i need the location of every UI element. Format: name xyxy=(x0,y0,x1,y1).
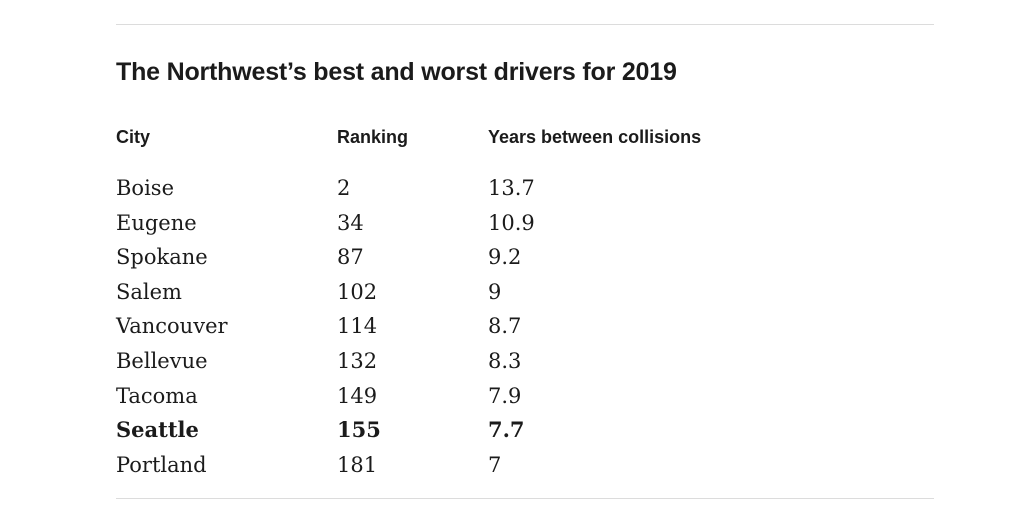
cell-city: Eugene xyxy=(116,210,197,235)
cell-years: 8.7 xyxy=(488,314,522,339)
cell-city: Portland xyxy=(116,452,207,477)
table-row: Spokane 87 9.2 xyxy=(116,240,788,275)
cell-ranking: 87 xyxy=(337,245,364,270)
cell-city: Seattle xyxy=(116,417,199,443)
table-row-highlighted: Seattle 155 7.7 xyxy=(116,413,788,448)
bottom-divider xyxy=(116,498,934,499)
header-row: City Ranking Years between collisions xyxy=(116,127,788,171)
top-divider xyxy=(116,24,934,25)
header-ranking: Ranking xyxy=(337,127,409,147)
cell-city: Tacoma xyxy=(116,383,198,408)
header-years: Years between collisions xyxy=(488,127,702,147)
cell-years: 9.2 xyxy=(488,245,522,270)
cell-ranking: 102 xyxy=(337,279,378,304)
cell-ranking: 155 xyxy=(337,417,381,443)
table-row: Portland 181 7 xyxy=(116,448,788,483)
cell-years: 9 xyxy=(488,279,502,304)
table-row: Vancouver 114 8.7 xyxy=(116,309,788,344)
cell-ranking: 114 xyxy=(337,314,378,339)
table-row: Eugene 34 10.9 xyxy=(116,206,788,241)
cell-city: Salem xyxy=(116,279,182,304)
table-row: Bellevue 132 8.3 xyxy=(116,344,788,379)
cell-city: Spokane xyxy=(116,245,208,270)
cell-ranking: 149 xyxy=(337,383,378,408)
cell-ranking: 181 xyxy=(337,452,378,477)
cell-ranking: 2 xyxy=(337,176,351,200)
cell-years: 7.7 xyxy=(488,417,525,443)
cell-years: 10.9 xyxy=(488,210,535,235)
cell-years: 13.7 xyxy=(488,176,535,200)
cell-city: Vancouver xyxy=(116,314,228,339)
cell-years: 7.9 xyxy=(488,383,522,408)
cell-city: Boise xyxy=(116,176,174,200)
cell-city: Bellevue xyxy=(116,348,208,373)
cell-years: 8.3 xyxy=(488,348,522,373)
cell-years: 7 xyxy=(488,452,502,477)
table-row: Boise 2 13.7 xyxy=(116,171,788,206)
cell-ranking: 34 xyxy=(337,210,364,235)
header-city: City xyxy=(116,127,151,147)
table-row: Salem 102 9 xyxy=(116,275,788,310)
table-row: Tacoma 149 7.9 xyxy=(116,379,788,414)
table-title: The Northwest’s best and worst drivers f… xyxy=(116,58,677,86)
drivers-table: City Ranking Years between collisions Bo… xyxy=(116,127,788,482)
cell-ranking: 132 xyxy=(337,348,378,373)
